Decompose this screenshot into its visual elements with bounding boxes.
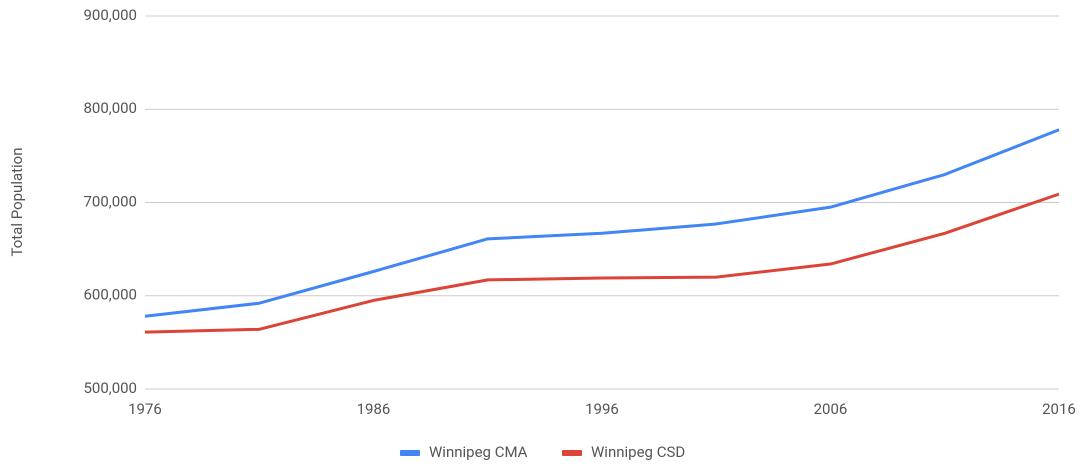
x-tick-label: 1976 [128,400,162,418]
legend-label: Winnipeg CMA [429,443,528,461]
series-line [144,192,1060,334]
y-tick-label: 800,000 [83,99,137,117]
y-tick-label: 500,000 [83,379,137,397]
legend-swatch [562,450,582,456]
y-tick-label: 700,000 [83,192,137,210]
x-tick-label: 2016 [1042,400,1076,418]
legend-swatch [400,450,420,456]
x-tick-label: 2006 [814,400,848,418]
x-tick-label: 1986 [357,400,391,418]
series-line [144,128,1060,318]
legend-label: Winnipeg CSD [591,443,685,461]
y-axis-label: Total Population [8,147,26,256]
y-tick-label: 600,000 [83,286,137,304]
y-tick-label: 900,000 [83,6,137,24]
x-tick-label: 1996 [585,400,619,418]
